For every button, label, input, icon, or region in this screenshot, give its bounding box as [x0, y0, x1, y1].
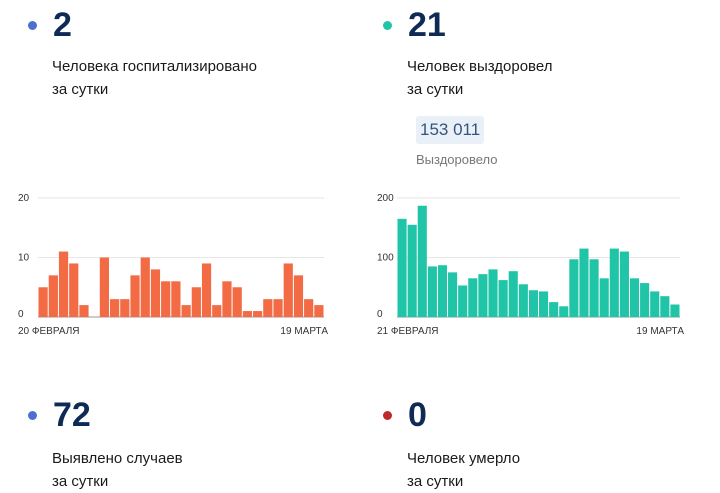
- hospitalized-chart-bar: [242, 311, 252, 317]
- cases-dot-icon: [28, 410, 37, 420]
- hospitalized-number: 2: [53, 6, 72, 44]
- deaths-description: Человек умерло за сутки: [407, 450, 521, 490]
- deaths-number: 0: [408, 396, 427, 434]
- recovered-total-badge: 153 011: [416, 116, 485, 144]
- hospitalized-chart-bar: [191, 287, 201, 317]
- hospitalized-chart-bar: [304, 299, 314, 317]
- hospitalized-chart-bar: [99, 257, 109, 317]
- hospitalized-chart-bar: [293, 275, 304, 317]
- recovered-total-label: Выздоровело: [416, 152, 498, 167]
- deaths-dot-icon: [383, 410, 392, 420]
- recovered-chart-bar: [640, 283, 650, 317]
- hospitalized-description: Человека госпитализировано за сутки: [52, 58, 258, 98]
- hospitalized-dot-icon: [28, 20, 37, 30]
- recovered-chart-bar: [589, 259, 599, 317]
- hospitalized-chart-bar: [314, 305, 324, 317]
- recovered-chart-bar: [488, 269, 498, 317]
- hospitalized-chart-bar: [150, 269, 161, 317]
- recovered-stat: 21: [383, 8, 446, 42]
- recovered-chart-bar: [508, 271, 518, 317]
- recovered-chart-y-tick-label: 100: [377, 253, 394, 264]
- cases-number: 72: [53, 396, 91, 434]
- hospitalized-chart-bar: [222, 281, 232, 317]
- hospitalized-chart-x-start-label: 20 ФЕВРАЛЯ: [18, 326, 80, 337]
- recovered-chart-bar: [599, 278, 609, 317]
- recovered-chart-bar: [539, 291, 549, 317]
- recovered-chart-bar: [528, 290, 538, 317]
- recovered-number: 21: [408, 6, 446, 44]
- hospitalized-chart-bar: [171, 281, 181, 317]
- recovered-chart-bar: [549, 302, 559, 317]
- recovered-chart-bar: [579, 248, 589, 317]
- hospitalized-chart-x-end-label: 19 МАРТА: [280, 326, 328, 337]
- recovered-chart-bar: [437, 265, 448, 317]
- hospitalized-chart-bar: [161, 281, 171, 317]
- recovered-description: Человек выздоровел за сутки: [407, 58, 553, 98]
- recovered-chart-bar: [518, 284, 528, 317]
- hospitalized-chart-bar: [79, 305, 89, 317]
- hospitalized-chart: 0 10 20 20 ФЕВРАЛЯ 19 МАРТА: [18, 193, 328, 337]
- recovered-chart-bar: [478, 274, 488, 317]
- hospitalized-chart-bar: [38, 287, 48, 317]
- recovered-chart-bar: [670, 304, 680, 317]
- hospitalized-chart-y-tick-label: 10: [18, 253, 30, 264]
- hospitalized-chart-bar: [69, 263, 79, 317]
- hospitalized-chart-y-tick-label: 20: [18, 193, 30, 204]
- deaths-stat: 0: [383, 398, 427, 432]
- hospitalized-chart-bar: [283, 263, 293, 317]
- recovered-chart-bar: [569, 259, 579, 317]
- recovered-chart-bar: [407, 224, 417, 317]
- recovered-dot-icon: [383, 20, 392, 30]
- hospitalized-chart-bar: [273, 299, 283, 317]
- hospitalized-chart-bar: [58, 251, 69, 317]
- recovered-chart-bar: [629, 278, 640, 317]
- recovered-chart-bar: [417, 205, 427, 317]
- hospitalized-chart-bar: [110, 299, 120, 317]
- recovered-chart-x-start-label: 21 ФЕВРАЛЯ: [377, 326, 439, 337]
- hospitalized-chart-bar: [212, 305, 222, 317]
- hospitalized-chart-bar: [263, 299, 273, 317]
- hospitalized-chart-bar: [48, 275, 58, 317]
- hospitalized-chart-bar: [201, 263, 212, 317]
- recovered-chart-bar: [498, 280, 508, 317]
- recovered-chart-bar: [458, 285, 468, 317]
- recovered-chart: 0 100 200 21 ФЕВРАЛЯ 19 МАРТА: [377, 193, 684, 337]
- cases-stat: 72: [28, 398, 91, 432]
- recovered-chart-bar: [609, 248, 619, 317]
- hospitalized-chart-bar: [140, 257, 150, 317]
- recovered-chart-bar: [468, 278, 478, 317]
- recovered-chart-bar: [660, 296, 670, 317]
- hospitalized-chart-bar: [232, 287, 242, 317]
- hospitalized-chart-y-tick-label: 0: [18, 309, 24, 320]
- hospitalized-chart-bar: [253, 311, 263, 317]
- recovered-chart-bar: [397, 218, 407, 317]
- recovered-chart-y-tick-label: 0: [377, 309, 383, 320]
- recovered-chart-bar: [448, 272, 458, 317]
- cases-description: Выявлено случаев за сутки: [52, 450, 183, 490]
- recovered-chart-bar: [650, 291, 660, 317]
- hospitalized-stat: 2: [28, 8, 72, 42]
- hospitalized-chart-bar: [130, 275, 140, 317]
- recovered-chart-x-end-label: 19 МАРТА: [636, 326, 684, 337]
- recovered-chart-bar: [559, 306, 569, 317]
- recovered-chart-bar: [619, 251, 629, 317]
- recovered-chart-y-tick-label: 200: [377, 193, 394, 204]
- hospitalized-chart-bar: [181, 305, 191, 317]
- recovered-chart-bar: [427, 266, 437, 317]
- hospitalized-chart-bar: [120, 299, 130, 317]
